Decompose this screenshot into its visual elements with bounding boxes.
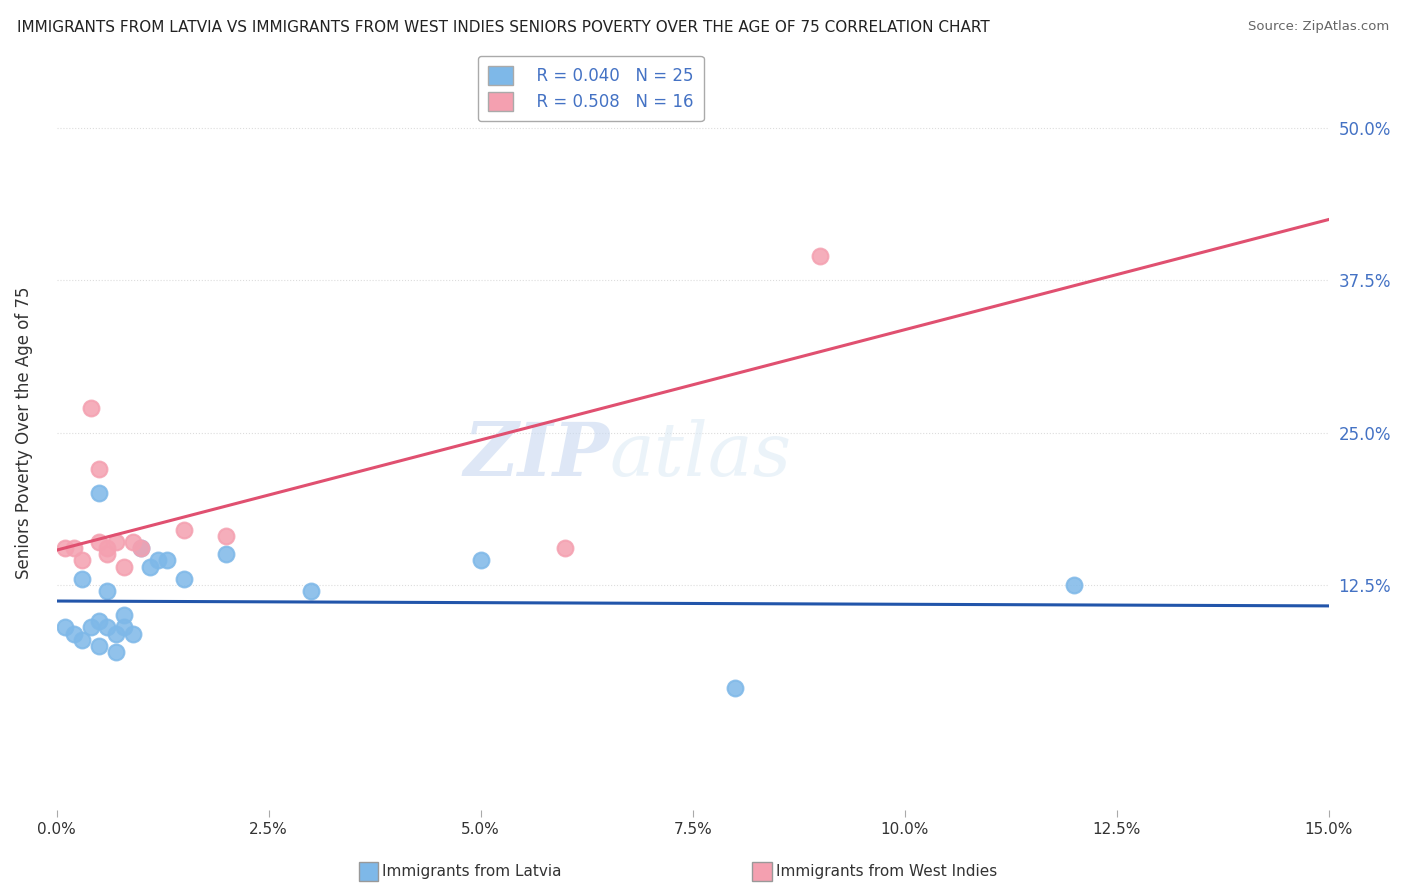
Point	[1063, 578, 1085, 592]
Point	[96, 620, 118, 634]
Point	[96, 583, 118, 598]
Point	[79, 620, 101, 634]
Point	[122, 535, 145, 549]
Point	[808, 249, 831, 263]
Point	[79, 401, 101, 416]
Point	[156, 553, 179, 567]
Point	[114, 559, 136, 574]
Y-axis label: Seniors Poverty Over the Age of 75: Seniors Poverty Over the Age of 75	[15, 286, 32, 579]
Point	[131, 541, 153, 556]
Point	[104, 535, 127, 549]
Point	[122, 626, 145, 640]
Point	[87, 462, 110, 476]
Point	[87, 486, 110, 500]
Point	[114, 620, 136, 634]
Text: Source: ZipAtlas.com: Source: ZipAtlas.com	[1249, 20, 1389, 33]
Point	[215, 529, 238, 543]
Point	[87, 535, 110, 549]
Point	[96, 547, 118, 561]
Point	[139, 559, 162, 574]
Point	[70, 632, 93, 647]
Point	[96, 541, 118, 556]
Text: ZIP: ZIP	[464, 419, 610, 491]
Point	[62, 626, 84, 640]
Point	[173, 523, 195, 537]
Point	[70, 553, 93, 567]
Legend:   R = 0.040   N = 25,   R = 0.508   N = 16: R = 0.040 N = 25, R = 0.508 N = 16	[478, 56, 704, 121]
Point	[554, 541, 576, 556]
Point	[104, 626, 127, 640]
Text: Immigrants from Latvia: Immigrants from Latvia	[382, 864, 562, 879]
Point	[62, 541, 84, 556]
Point	[299, 583, 322, 598]
Point	[87, 639, 110, 653]
Point	[131, 541, 153, 556]
Point	[173, 572, 195, 586]
Point	[148, 553, 170, 567]
Text: IMMIGRANTS FROM LATVIA VS IMMIGRANTS FROM WEST INDIES SENIORS POVERTY OVER THE A: IMMIGRANTS FROM LATVIA VS IMMIGRANTS FRO…	[17, 20, 990, 35]
Point	[724, 681, 747, 696]
Text: atlas: atlas	[610, 419, 792, 491]
Point	[215, 547, 238, 561]
Point	[104, 645, 127, 659]
Point	[114, 608, 136, 623]
Point	[53, 620, 76, 634]
Point	[470, 553, 492, 567]
Point	[53, 541, 76, 556]
Point	[70, 572, 93, 586]
Text: Immigrants from West Indies: Immigrants from West Indies	[776, 864, 997, 879]
Point	[87, 615, 110, 629]
